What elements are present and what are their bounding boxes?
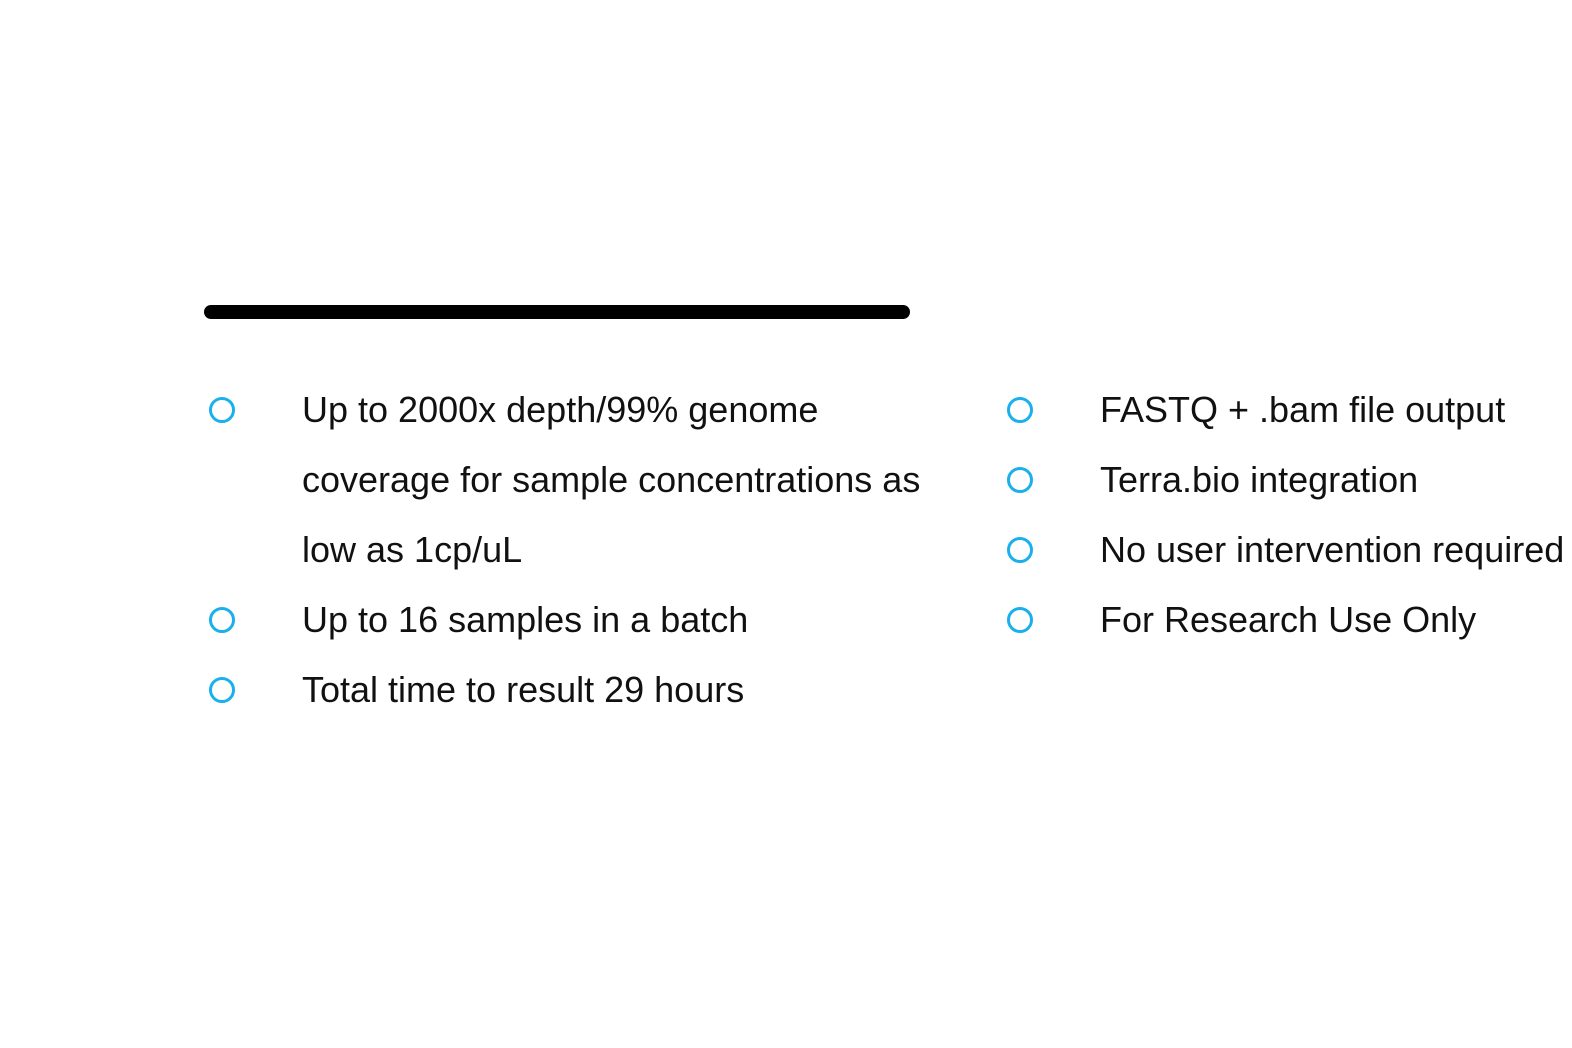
list-item: Up to 2000x depth/99% genome coverage fo…	[190, 375, 950, 585]
circle-bullet-icon	[209, 607, 235, 633]
list-item-text: Total time to result 29 hours	[302, 669, 745, 710]
circle-bullet-icon	[209, 677, 235, 703]
feature-list-left: Up to 2000x depth/99% genome coverage fo…	[190, 375, 950, 725]
circle-bullet-icon	[1007, 537, 1033, 563]
list-item: Total time to result 29 hours	[190, 655, 950, 725]
list-item: For Research Use Only	[988, 585, 1572, 655]
circle-bullet-icon	[1007, 607, 1033, 633]
list-item-text: Terra.bio integration	[1100, 459, 1419, 500]
list-item-text: For Research Use Only	[1100, 599, 1477, 640]
feature-list-right: FASTQ + .bam file output Terra.bio integ…	[988, 375, 1572, 655]
list-item: No user intervention required	[988, 515, 1572, 585]
list-item: FASTQ + .bam file output	[988, 375, 1572, 445]
list-item-text: Up to 16 samples in a batch	[302, 599, 749, 640]
list-item: Terra.bio integration	[988, 445, 1572, 515]
list-item-text: No user intervention required	[1100, 529, 1565, 570]
list-item-text: FASTQ + .bam file output	[1100, 389, 1506, 430]
divider-rule	[204, 305, 910, 319]
circle-bullet-icon	[1007, 467, 1033, 493]
list-item: Up to 16 samples in a batch	[190, 585, 950, 655]
circle-bullet-icon	[1007, 397, 1033, 423]
list-item-text: Up to 2000x depth/99% genome coverage fo…	[302, 389, 921, 570]
circle-bullet-icon	[209, 397, 235, 423]
